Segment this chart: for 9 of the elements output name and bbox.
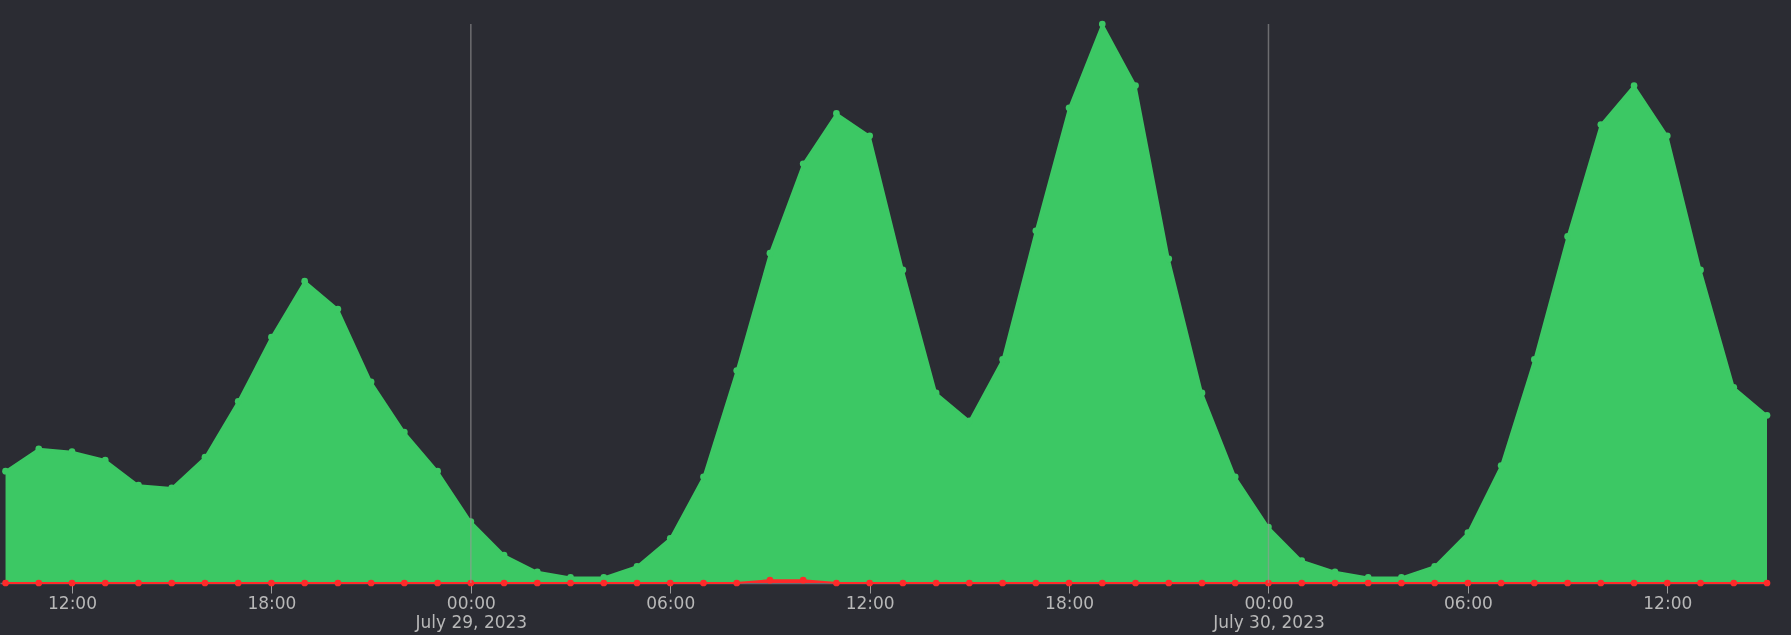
x-tick-label: 00:00 July 29, 2023 — [414, 592, 528, 632]
x-tick-label: 06:00 — [646, 592, 696, 613]
x-tick-label: 12:00 — [1643, 592, 1693, 613]
x-tick-label: 12:00 — [48, 592, 98, 613]
x-tick-label: 00:00 July 30, 2023 — [1212, 592, 1325, 632]
x-tick-label: 18:00 — [1045, 592, 1095, 613]
x-tick-label: 12:00 — [845, 592, 895, 613]
x-tick-label: 06:00 — [1443, 592, 1493, 613]
x-tick-label: 18:00 — [247, 592, 297, 613]
